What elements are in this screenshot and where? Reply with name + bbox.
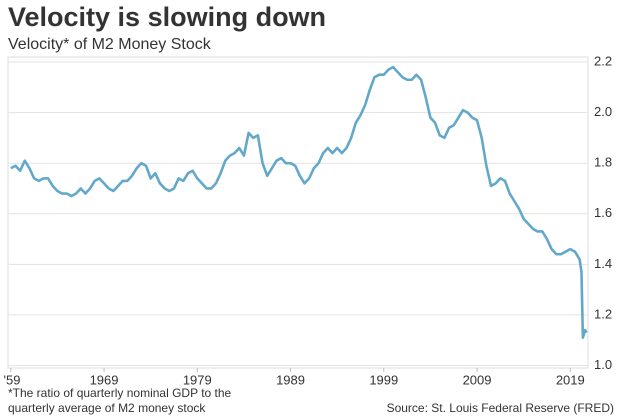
footnote: quarterly average of M2 money stock	[8, 401, 206, 415]
y-tick-label: 2.2	[594, 53, 612, 68]
footnote: *The ratio of quarterly nominal GDP to t…	[8, 386, 232, 400]
chart-title: Velocity is slowing down	[8, 2, 326, 32]
x-tick-label: 1979	[183, 372, 212, 387]
y-tick-label: 1.8	[594, 155, 612, 170]
y-tick-label: 2.0	[594, 104, 612, 119]
x-tick-label: 2009	[463, 372, 492, 387]
data-line	[10, 65, 588, 339]
source: Source: St. Louis Federal Reserve (FRED)	[387, 401, 614, 415]
y-tick-label: 1.0	[594, 357, 612, 372]
x-tick-label: 1989	[276, 372, 305, 387]
chart-subtitle: Velocity* of M2 Money Stock	[8, 36, 212, 53]
y-tick-label: 1.4	[594, 256, 612, 271]
y-tick-label: 1.6	[594, 205, 612, 220]
y-tick-label: 1.2	[594, 306, 612, 321]
plot-frame	[7, 56, 589, 369]
x-tick-label: '59	[4, 372, 21, 387]
x-tick-label: 2019	[556, 372, 585, 387]
x-tick-label: 1999	[369, 372, 398, 387]
x-tick-label: 1969	[90, 372, 119, 387]
